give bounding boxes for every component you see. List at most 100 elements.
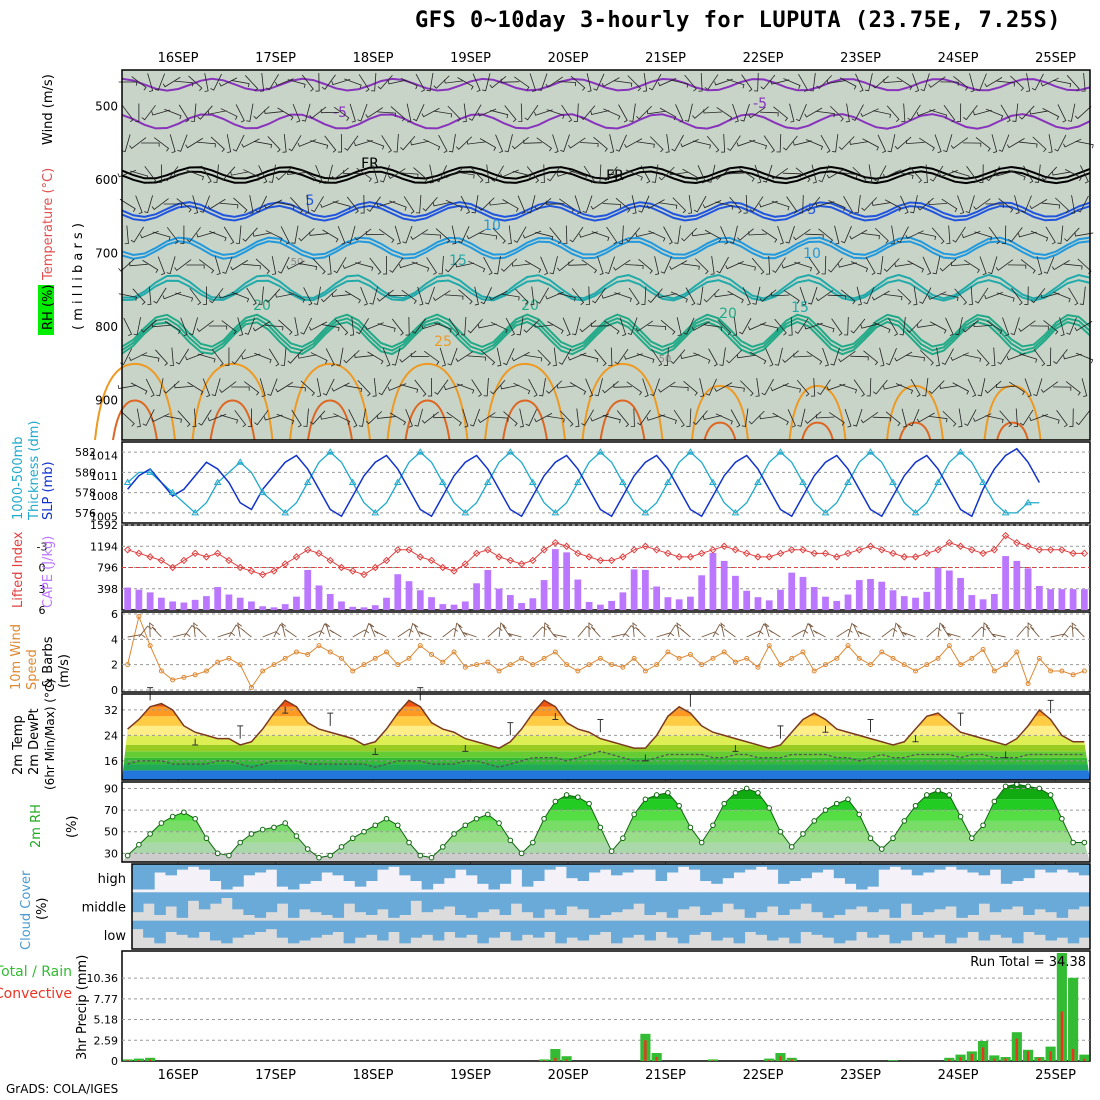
ylabel-minmax: (6hr Min/Max) (°C) [43,679,57,790]
wind-barb [1065,381,1081,396]
wind-barb [468,104,482,121]
wind-speed-point [1081,668,1087,674]
wind-barb [1019,353,1038,363]
wind-barb [784,290,800,304]
wind-barb [398,261,418,269]
wind-barb [378,379,392,396]
wind-barb [729,225,738,244]
wind-speed-point [958,662,964,668]
wind-barb [988,226,1001,245]
wind-speed-point [305,652,311,658]
wind-barb [456,383,475,394]
wind-barb [873,322,891,333]
contour-label: 25 [434,334,452,350]
rh-point [462,822,469,829]
ylabel-wind-part: 10m Wind [9,624,24,690]
wind-barb [422,196,438,212]
cape-bar [878,581,886,610]
wind-barb [596,164,602,183]
cloud-cell [254,864,267,873]
cloud-cell [922,892,935,913]
cloud-cell [989,920,1002,935]
wind-barb [603,108,621,120]
date-label-bottom: 18SEP [353,1068,394,1083]
wind-barb [474,286,479,306]
wind-barb [247,408,252,427]
wind-barb [816,322,835,333]
wind-speed-point [147,643,153,649]
wind-barb [207,110,227,115]
wind-barb [382,348,391,367]
wind-barb [923,164,928,184]
wind-barb [752,286,761,305]
contour-label: 10 [483,218,501,234]
surface-wind-barb [1027,622,1033,637]
wind-barb [654,256,660,275]
chart-title: GFS 0~10day 3-hourly for LUPUTA (23.75E,… [415,8,1062,33]
contour-label: 5 [808,202,817,218]
wind-barb [749,351,767,365]
precip-convective-bar [790,1059,793,1061]
wind-barb [657,77,677,87]
wind-barb [428,377,433,397]
wind-barb [231,386,250,391]
slp-tick-label: 1008 [90,490,118,503]
cloud-cell [1012,892,1024,907]
wind-barb [771,200,790,211]
thickness-point [303,478,312,485]
wind-barb [187,381,204,396]
li-point [956,542,965,550]
wind-speed-point [732,659,738,665]
wind-speed-point [822,662,828,668]
cape-bar [473,583,480,610]
wind-speed-point [451,649,457,655]
wind-speed-point [541,655,547,661]
surface-wind-barb [195,627,207,638]
cloud-cell [377,892,389,910]
wind-barb [619,317,627,337]
wind-barb [444,79,464,84]
wind-barb [445,294,464,300]
wind-barb [692,410,708,425]
wind-barb [979,256,987,276]
wind-barb [874,165,887,182]
cloud-cell [755,864,768,867]
contour-label: 50 [659,354,672,365]
wind-tick-label: 0 [111,684,118,697]
cloud-cell [800,864,812,879]
wind-barb [845,103,850,123]
wind-barb [777,225,784,245]
wind-barb [140,230,159,239]
wind-barb [830,347,840,366]
cape-bar [687,596,694,610]
wind-speed-point [1036,655,1042,661]
wind-barb [991,347,996,367]
wind-barb [310,352,328,364]
wind-barb [674,225,681,244]
rh-point [1059,815,1065,822]
wind-barb [708,348,718,367]
wind-barb [429,164,434,184]
cloud-cell [588,892,601,918]
wind-barb [349,103,356,123]
wind-barb [354,353,373,358]
wind-speed-point [519,655,525,661]
rh-point [980,822,986,829]
wind-speed-point [496,668,502,674]
wind-barb [808,257,820,275]
wind-barb [896,76,913,91]
wind-barb [556,384,576,389]
wind-barb [943,104,956,123]
wind-barb [423,138,441,151]
cloud-cell [544,892,556,910]
wind-barb [174,80,194,87]
li-point [180,556,188,565]
wind-speed-point [901,662,907,668]
wind-speed-point [946,643,952,649]
wind-barb [479,138,497,151]
wind-barb [964,409,977,426]
cape-bar [158,597,165,610]
precip-tick-label: 5.18 [94,1014,119,1027]
wind-barb [805,139,824,150]
wind-barb [337,226,346,245]
